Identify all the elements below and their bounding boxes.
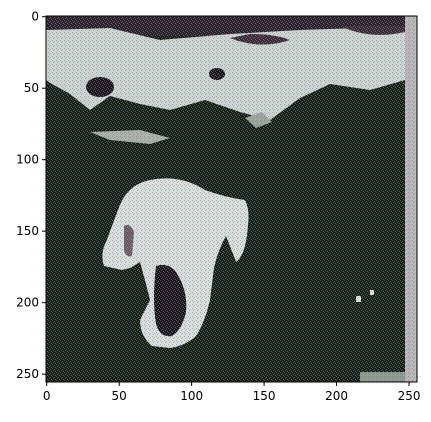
x-tick-label: 200 [325,389,348,403]
y-tick-label: 250 [16,367,39,381]
y-tick-label: 0 [31,10,39,24]
y-tick-label: 150 [16,224,39,238]
axes-frame [45,15,418,383]
y-tick-label: 200 [16,296,39,310]
noise-overlay [46,16,417,382]
image-content [46,16,417,382]
y-tick-label: 50 [24,81,39,95]
x-tick-label: 250 [398,389,421,403]
x-axis: 0 50 100 150 200 250 [43,382,421,403]
x-tick-label: 100 [180,389,203,403]
x-tick-label: 50 [112,389,127,403]
x-tick-label: 150 [253,389,276,403]
y-axis: 0 50 100 150 200 250 [16,10,46,381]
x-tick-label: 0 [43,389,51,403]
y-tick-label: 100 [16,153,39,167]
